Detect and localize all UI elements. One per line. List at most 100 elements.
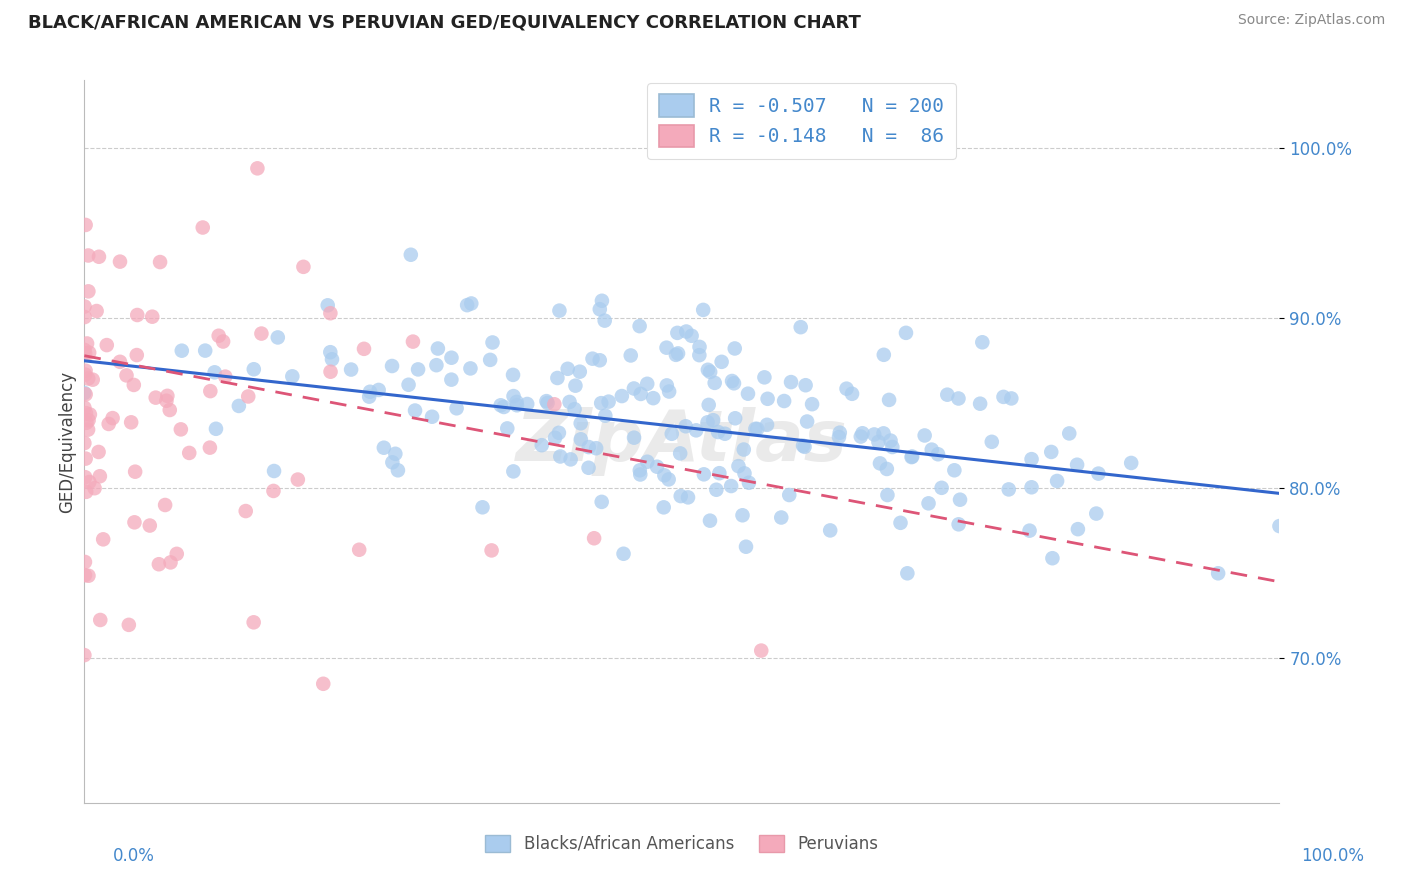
Point — [125, 348, 148, 362]
Point — [620, 348, 643, 362]
Point — [792, 439, 814, 453]
Point — [714, 426, 737, 441]
Point — [235, 504, 257, 518]
Point — [654, 468, 676, 483]
Point — [456, 298, 478, 312]
Point — [721, 374, 744, 388]
Point — [73, 555, 96, 569]
Point — [1018, 524, 1040, 538]
Point — [877, 392, 900, 407]
Point — [536, 396, 558, 410]
Point — [73, 386, 96, 401]
Point — [170, 343, 193, 358]
Point — [778, 488, 800, 502]
Point — [585, 442, 607, 456]
Point — [420, 409, 443, 424]
Point — [969, 397, 991, 411]
Point — [900, 450, 922, 464]
Point — [578, 440, 600, 454]
Point — [560, 452, 582, 467]
Point — [863, 427, 886, 442]
Point — [658, 384, 681, 399]
Point — [818, 524, 841, 538]
Point — [440, 351, 463, 365]
Text: BLACK/AFRICAN AMERICAN VS PERUVIAN GED/EQUIVALENCY CORRELATION CHART: BLACK/AFRICAN AMERICAN VS PERUVIAN GED/E… — [28, 13, 860, 31]
Point — [676, 491, 699, 505]
Point — [737, 386, 759, 401]
Point — [628, 319, 651, 334]
Point — [73, 568, 96, 582]
Point — [723, 376, 745, 391]
Point — [387, 463, 409, 477]
Point — [263, 464, 285, 478]
Text: ZipAtlas: ZipAtlas — [516, 407, 848, 476]
Point — [101, 411, 124, 425]
Point — [319, 306, 342, 320]
Point — [703, 376, 725, 390]
Point — [75, 387, 97, 401]
Point — [557, 361, 579, 376]
Point — [896, 566, 918, 581]
Point — [1268, 519, 1291, 533]
Point — [707, 425, 730, 439]
Point — [205, 422, 228, 436]
Point — [849, 429, 872, 443]
Point — [481, 543, 503, 558]
Point — [879, 434, 901, 448]
Point — [1040, 445, 1063, 459]
Point — [773, 394, 796, 409]
Point — [75, 470, 97, 484]
Point — [1085, 507, 1108, 521]
Point — [593, 313, 616, 327]
Point — [120, 415, 142, 429]
Point — [980, 434, 1002, 449]
Point — [156, 389, 179, 403]
Point — [89, 469, 111, 483]
Point — [643, 391, 665, 405]
Point — [548, 303, 571, 318]
Point — [720, 479, 742, 493]
Point — [796, 415, 818, 429]
Point — [697, 398, 720, 412]
Point — [359, 390, 381, 404]
Point — [77, 345, 100, 359]
Point — [321, 352, 343, 367]
Point — [578, 460, 600, 475]
Point — [688, 348, 710, 362]
Point — [191, 220, 214, 235]
Point — [73, 436, 96, 450]
Point — [75, 368, 97, 382]
Point — [548, 425, 571, 440]
Point — [384, 447, 406, 461]
Point — [77, 423, 100, 437]
Point — [735, 540, 758, 554]
Point — [79, 408, 101, 422]
Text: Source: ZipAtlas.com: Source: ZipAtlas.com — [1237, 13, 1385, 28]
Point — [426, 342, 449, 356]
Point — [669, 489, 692, 503]
Point — [127, 308, 149, 322]
Point — [75, 406, 97, 420]
Point — [835, 382, 858, 396]
Point — [83, 481, 105, 495]
Point — [948, 392, 970, 406]
Point — [506, 398, 529, 412]
Point — [612, 547, 634, 561]
Point — [204, 365, 226, 379]
Point — [749, 643, 772, 657]
Point — [77, 371, 100, 385]
Y-axis label: GED/Equivalency: GED/Equivalency — [58, 370, 76, 513]
Point — [86, 304, 108, 318]
Point — [381, 455, 404, 469]
Point — [747, 422, 769, 436]
Point — [685, 423, 707, 437]
Point — [869, 456, 891, 470]
Point — [591, 495, 613, 509]
Text: 0.0%: 0.0% — [112, 847, 155, 865]
Point — [696, 363, 718, 377]
Point — [489, 398, 512, 412]
Point — [398, 377, 420, 392]
Point — [536, 394, 558, 409]
Point — [828, 425, 851, 440]
Point — [675, 325, 697, 339]
